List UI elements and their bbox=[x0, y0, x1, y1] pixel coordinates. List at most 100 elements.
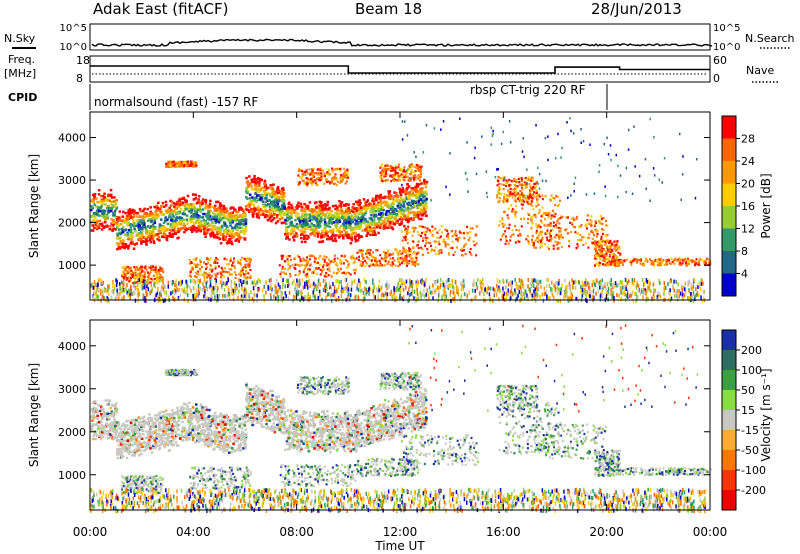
data-cell bbox=[356, 202, 359, 206]
data-cell bbox=[386, 179, 389, 182]
data-cell bbox=[327, 274, 330, 277]
data-cell bbox=[323, 182, 326, 185]
data-cell bbox=[356, 200, 360, 204]
data-cell bbox=[228, 239, 231, 243]
data-cell bbox=[536, 226, 539, 229]
data-cell bbox=[137, 272, 140, 275]
data-cell bbox=[270, 219, 273, 223]
data-cell bbox=[192, 258, 195, 261]
data-cell bbox=[425, 202, 428, 205]
data-cell bbox=[503, 193, 506, 196]
data-cell bbox=[130, 269, 133, 272]
data-cell bbox=[509, 187, 512, 190]
data-cell bbox=[192, 217, 195, 221]
data-cell bbox=[288, 238, 291, 241]
data-cell bbox=[285, 237, 288, 240]
data-cell bbox=[224, 267, 227, 270]
data-cell bbox=[290, 214, 293, 217]
data-cell bbox=[396, 219, 399, 222]
data-cell bbox=[531, 238, 533, 241]
data-cell bbox=[426, 227, 429, 230]
data-cell bbox=[503, 210, 506, 213]
data-cell bbox=[704, 261, 707, 264]
data-cell bbox=[129, 268, 132, 271]
data-cell bbox=[170, 204, 173, 207]
data-cell bbox=[545, 236, 548, 239]
data-cell bbox=[289, 232, 293, 236]
data-cell bbox=[214, 261, 217, 264]
data-cell bbox=[520, 191, 523, 194]
data-cell bbox=[652, 260, 655, 263]
data-cell bbox=[308, 225, 312, 228]
data-cell bbox=[127, 210, 130, 214]
data-cell bbox=[167, 160, 170, 163]
data-cell bbox=[144, 212, 147, 215]
data-cell bbox=[330, 221, 333, 224]
data-cell bbox=[300, 209, 303, 212]
data-cell bbox=[426, 236, 429, 240]
data-cell bbox=[403, 176, 406, 179]
data-cell bbox=[531, 204, 534, 207]
data-cell bbox=[93, 195, 96, 198]
data-cell bbox=[306, 213, 310, 216]
data-cell bbox=[316, 272, 318, 275]
data-cell bbox=[638, 258, 641, 262]
data-cell bbox=[334, 173, 337, 176]
data-cell bbox=[206, 257, 209, 260]
data-cell bbox=[157, 279, 159, 282]
data-cell bbox=[309, 254, 312, 257]
data-cell bbox=[424, 214, 428, 218]
data-cell bbox=[225, 207, 228, 210]
data-cell bbox=[403, 262, 406, 265]
data-cell bbox=[321, 229, 325, 232]
data-cell bbox=[392, 262, 395, 266]
station-title: Adak East (fitACF) bbox=[93, 0, 228, 18]
data-cell bbox=[242, 272, 244, 275]
data-cell bbox=[234, 232, 237, 235]
data-cell bbox=[326, 234, 329, 238]
data-cell bbox=[254, 282, 257, 287]
data-cell bbox=[323, 275, 326, 278]
data-cell bbox=[521, 200, 524, 203]
data-cell bbox=[531, 176, 534, 179]
data-cell bbox=[615, 260, 618, 264]
data-cell bbox=[413, 193, 416, 197]
data-cell bbox=[293, 266, 296, 269]
data-cell bbox=[286, 214, 289, 218]
data-cell bbox=[604, 240, 607, 244]
data-cell bbox=[151, 212, 154, 215]
data-cell bbox=[519, 232, 522, 235]
data-cell bbox=[211, 221, 214, 224]
data-cell bbox=[292, 239, 296, 242]
data-cell bbox=[377, 264, 380, 267]
data-cell bbox=[323, 220, 327, 224]
data-cell bbox=[374, 203, 378, 207]
data-cell bbox=[161, 201, 165, 205]
data-cell bbox=[242, 265, 245, 269]
data-cell bbox=[199, 203, 202, 207]
data-cell bbox=[418, 211, 422, 214]
data-cell bbox=[152, 274, 155, 277]
data-cell bbox=[502, 201, 505, 204]
data-cell bbox=[498, 192, 501, 195]
data-cell bbox=[305, 204, 309, 207]
data-cell bbox=[257, 216, 261, 219]
data-cell bbox=[440, 235, 442, 238]
data-cell bbox=[551, 228, 554, 231]
data-cell bbox=[409, 248, 412, 251]
data-cell bbox=[159, 267, 162, 270]
data-cell bbox=[345, 222, 349, 225]
data-cell bbox=[164, 233, 167, 236]
data-cell bbox=[185, 214, 189, 217]
data-cell bbox=[503, 195, 505, 199]
data-cell bbox=[594, 220, 597, 223]
data-cell bbox=[143, 272, 146, 275]
data-cell bbox=[412, 252, 415, 255]
data-cell bbox=[342, 175, 345, 178]
data-cell bbox=[316, 261, 319, 264]
data-cell bbox=[114, 202, 118, 205]
data-cell bbox=[336, 228, 339, 231]
data-cell bbox=[125, 278, 128, 281]
data-cell bbox=[550, 235, 552, 238]
data-cell bbox=[242, 218, 246, 222]
